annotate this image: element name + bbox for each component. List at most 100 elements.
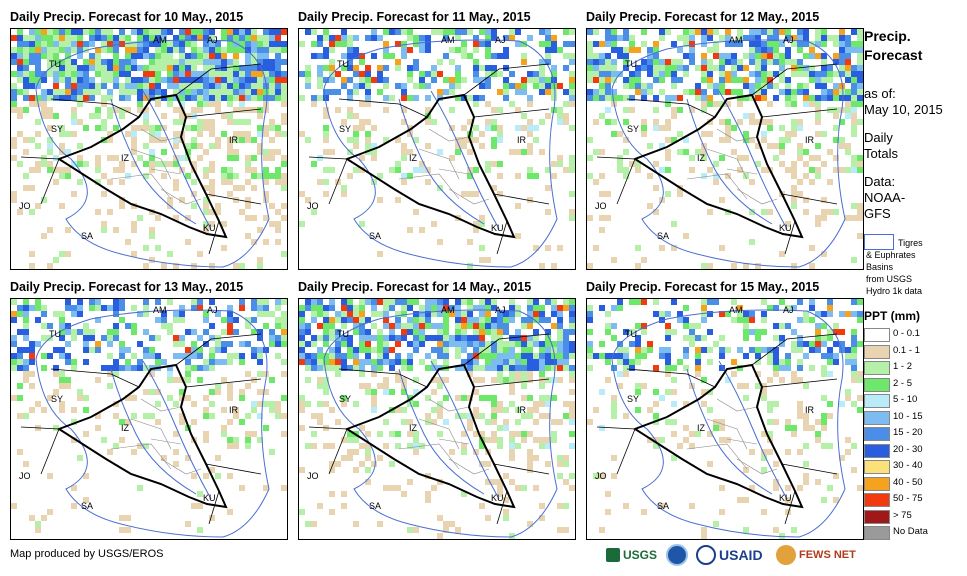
country-label-ku: KU [491,223,504,233]
panel-title: Daily Precip. Forecast for 12 May., 2015 [586,10,820,24]
daily-label: Daily [864,130,893,145]
country-border [751,333,838,366]
country-label-jo: JO [307,201,319,211]
country-border [473,378,550,388]
euphrates-river [110,98,197,225]
noaa-logo [666,543,688,567]
province-boundary [150,168,182,175]
precip-map[interactable]: AM AJ TU SY IZ IR JO SA KU [586,28,864,270]
precip-map[interactable]: AM AJ TU SY IZ IR JO SA KU [586,298,864,540]
legend-label: 0 - 0.1 [893,328,920,339]
precip-map[interactable]: AM AJ TU SY IZ IR JO SA KU [298,28,576,270]
country-label-aj: AJ [783,35,794,45]
country-label-iz: IZ [121,153,130,163]
precip-cells [11,29,287,269]
euphrates-river [398,368,485,495]
legend-label: 50 - 75 [893,493,923,504]
province-boundary [736,458,778,475]
province-boundary [448,458,490,475]
country-label-sy: SY [51,124,63,134]
basin-outline [35,39,270,268]
country-label-sy: SY [339,124,351,134]
data-source-1: NOAA- [864,190,906,205]
tigris-river [142,90,212,230]
legend-label: 1 - 2 [893,361,913,372]
country-border [493,463,550,475]
usgs-logo: USGS [606,543,657,567]
country-label-iz: IZ [697,153,706,163]
country-label-sy: SY [627,394,639,404]
country-border [40,428,60,475]
asof-label: as of: [864,86,896,101]
legend-label: 0.1 - 1 [893,344,920,356]
legend-swatch [864,361,890,375]
country-label-tu: TU [625,59,637,69]
country-label-tu: TU [337,329,349,339]
province-boundary [140,398,182,412]
tigris-river [430,360,500,500]
basin-text-2: & Euphrates [866,250,916,260]
country-border [40,158,60,205]
country-border [20,426,60,430]
province-boundary [140,128,182,142]
country-border [328,428,348,475]
country-label-ku: KU [203,493,216,503]
legend-label: 2 - 5 [893,377,913,389]
country-border [50,98,140,118]
country-label-aj: AJ [495,35,506,45]
legend-label: > 75 [893,509,912,521]
province-boundary [438,168,470,175]
country-border [626,98,716,118]
precip-cells [11,299,287,533]
usgs-logo-mark [606,548,620,562]
precip-map[interactable]: AM AJ TU SY IZ IR JO SA KU [298,298,576,540]
basin-text-1: Tigres [898,238,923,248]
province-boundary [398,173,460,200]
country-label-aj: AJ [207,35,218,45]
country-border [751,63,838,96]
country-border [175,63,262,96]
precip-map[interactable]: AM AJ TU SY IZ IR JO SA KU [10,298,288,540]
basin-outline [611,309,846,538]
country-label-sa: SA [657,231,669,241]
totals-label: Totals [864,146,898,161]
legend-label: 40 - 50 [893,476,923,488]
country-label-jo: JO [307,471,319,481]
province-boundary [736,188,778,205]
country-label-am: AM [153,35,167,45]
euphrates-river [686,368,773,495]
country-border [205,193,262,205]
legend-swatch [864,476,890,491]
legend-swatch [864,443,890,458]
iraq-border [344,363,516,509]
country-border [493,193,550,205]
legend-label: 30 - 40 [893,460,923,471]
precip-cells [587,299,863,539]
province-boundary [686,443,748,470]
country-label-sa: SA [657,501,669,511]
panel-title: Daily Precip. Forecast for 14 May., 2015 [298,280,532,294]
sidebar-title-2: Forecast [864,47,923,63]
data-label: Data: [864,174,896,189]
province-boundary [428,398,470,412]
country-border [185,378,262,388]
basin-outline [611,39,846,268]
iraq-border [56,363,228,509]
legend-swatch [864,394,890,408]
country-label-ir: IR [805,135,815,145]
precip-map[interactable]: AM AJ TU SY IZ IR JO SA KU [10,28,288,270]
country-border [463,63,550,96]
panel-title: Daily Precip. Forecast for 15 May., 2015 [586,280,820,294]
country-border [308,426,348,430]
usgs-logo-text: USGS [623,548,658,562]
province-boundary [428,128,470,142]
country-label-am: AM [729,305,743,315]
country-border [208,490,220,525]
country-border [781,463,838,475]
legend-swatch [864,509,890,524]
country-border [338,368,428,388]
province-boundary [130,148,172,180]
country-border [338,98,428,118]
province-boundary [716,398,758,412]
country-border [50,368,140,388]
